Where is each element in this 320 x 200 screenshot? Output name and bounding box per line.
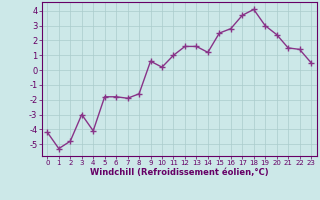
X-axis label: Windchill (Refroidissement éolien,°C): Windchill (Refroidissement éolien,°C) — [90, 168, 268, 177]
